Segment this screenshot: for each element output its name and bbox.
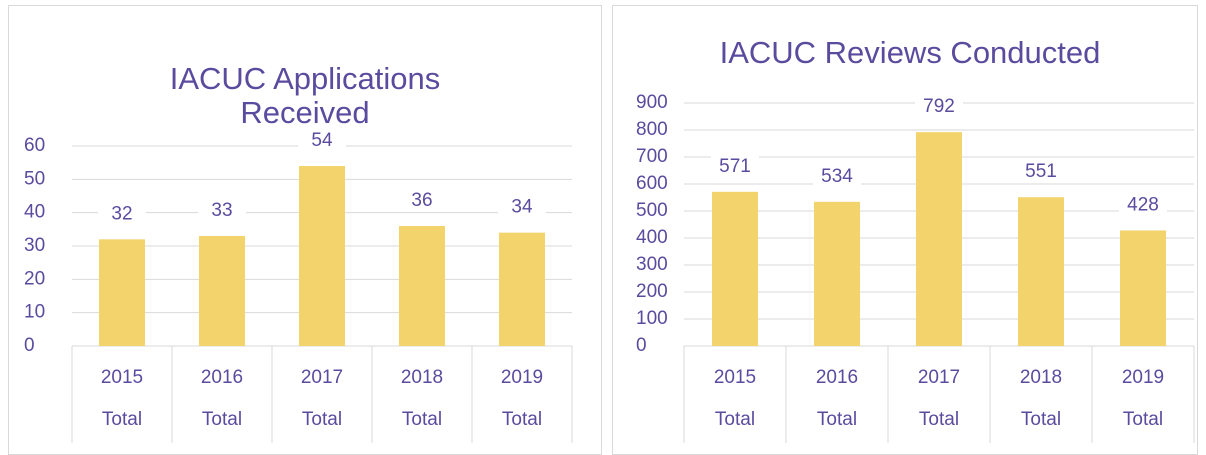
x-tick-sublabel: Total: [102, 409, 142, 430]
x-tick-sublabel: Total: [502, 409, 542, 430]
x-tick-label: 2019: [501, 367, 543, 388]
data-label: 54: [311, 130, 333, 151]
y-tick-label: 700: [636, 146, 668, 167]
y-tick-label: 10: [24, 302, 45, 323]
y-tick-label: 200: [636, 281, 668, 302]
x-tick-sublabel: Total: [302, 409, 342, 430]
bar: [499, 232, 545, 346]
data-label: 571: [719, 156, 751, 177]
data-label-bg: [398, 188, 446, 212]
data-label: 428: [1127, 194, 1159, 215]
data-label: 534: [821, 166, 853, 187]
x-tick-label: 2017: [918, 367, 960, 388]
y-tick-label: 500: [636, 200, 668, 221]
data-label: 34: [511, 197, 533, 218]
x-tick-label: 2017: [301, 367, 343, 388]
x-tick-label: 2015: [714, 367, 756, 388]
y-tick-label: 400: [636, 227, 668, 248]
x-tick-label: 2015: [101, 367, 143, 388]
data-label: 33: [211, 200, 232, 221]
data-label-bg: [498, 194, 546, 219]
data-label: 36: [411, 190, 432, 211]
bar: [712, 191, 758, 346]
x-tick-sublabel: Total: [202, 409, 242, 430]
data-label: 551: [1025, 161, 1057, 182]
y-tick-label: 0: [636, 335, 647, 356]
bar: [814, 201, 860, 346]
data-label: 792: [923, 96, 955, 117]
chart-title: IACUC Reviews Conducted: [719, 35, 1101, 70]
data-label-bg: [813, 163, 861, 188]
page: {"chart_data": [ {"type": "bar", "title"…: [8, 5, 1198, 455]
bar: [1120, 230, 1166, 346]
y-tick-label: 50: [24, 168, 45, 189]
data-label: 32: [111, 203, 132, 224]
chart-title: IACUC Applications Received: [169, 61, 441, 130]
x-tick-sublabel: Total: [919, 409, 959, 430]
data-label-bg: [1119, 192, 1167, 217]
bar: [199, 236, 245, 346]
y-tick-label: 900: [636, 92, 668, 113]
bar: [99, 239, 145, 346]
bar: [916, 132, 962, 346]
data-label-bg: [298, 128, 346, 152]
x-tick-label: 2018: [401, 367, 443, 388]
bar: [299, 166, 345, 346]
y-tick-label: 0: [24, 335, 35, 356]
bar: [399, 226, 445, 346]
y-tick-label: 800: [636, 119, 668, 140]
x-tick-sublabel: Total: [1123, 409, 1163, 430]
data-label-bg: [915, 94, 963, 119]
y-tick-label: 40: [24, 202, 45, 223]
x-tick-label: 2018: [1020, 367, 1062, 388]
y-tick-label: 100: [636, 308, 668, 329]
data-label-bg: [1017, 159, 1065, 184]
x-tick-sublabel: Total: [1021, 409, 1061, 430]
bar: [1018, 197, 1064, 346]
data-label-bg: [711, 153, 759, 178]
x-tick-sublabel: Total: [402, 409, 442, 430]
x-tick-sublabel: Total: [817, 409, 857, 430]
data-label-bg: [98, 201, 146, 226]
data-label-bg: [198, 198, 246, 222]
y-tick-label: 300: [636, 254, 668, 275]
y-tick-label: 20: [24, 268, 45, 289]
charts: 0 10 20 30 40 50 60 32 2015 Total 33 2016 Total 54 201…: [24, 92, 1195, 443]
x-tick-label: 2019: [1122, 367, 1164, 388]
y-tick-label: 60: [24, 135, 45, 156]
x-tick-label: 2016: [201, 367, 243, 388]
x-tick-sublabel: Total: [715, 409, 755, 430]
y-tick-label: 30: [24, 235, 45, 256]
x-tick-label: 2016: [816, 367, 858, 388]
y-tick-label: 600: [636, 173, 668, 194]
